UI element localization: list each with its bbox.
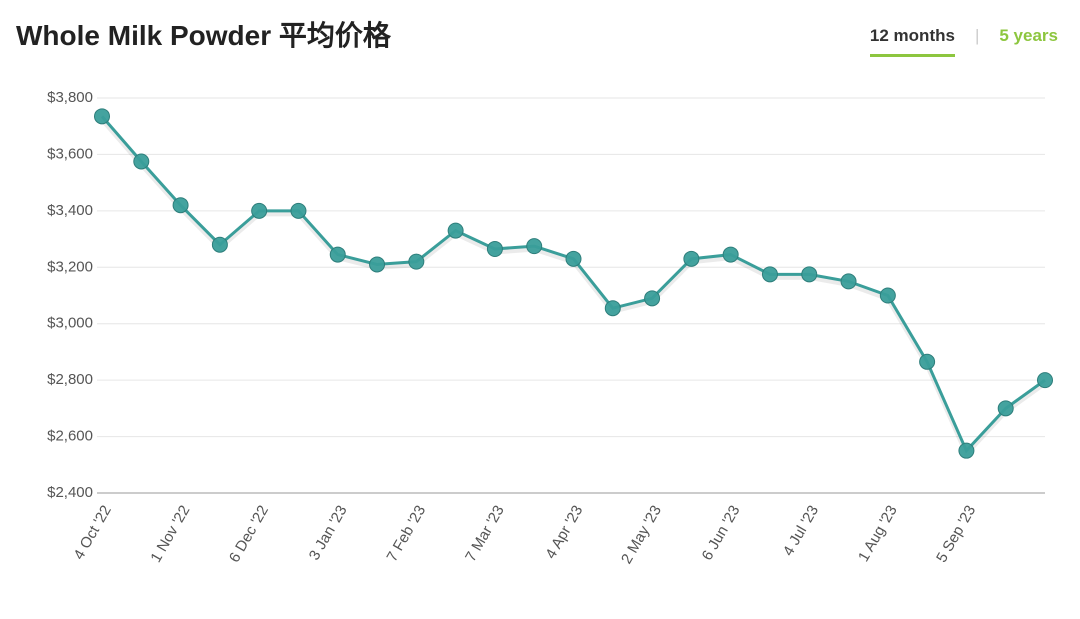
data-point [840, 273, 857, 290]
tab-separator: | [974, 26, 980, 45]
line-shadow [100, 117, 1047, 459]
series-line [100, 115, 1046, 454]
data-point [172, 197, 189, 214]
x-tick-label: 4 Jul '23 [780, 502, 822, 558]
data-point [133, 153, 150, 170]
data-point [761, 266, 778, 283]
data-point [408, 253, 425, 270]
x-tick-label: 2 May '23 [618, 502, 665, 566]
y-tick-label: $2,800 [47, 371, 93, 388]
data-point [958, 442, 975, 459]
x-tick-label: 1 Aug '23 [855, 502, 901, 564]
x-tick-label: 4 Oct '22 [70, 502, 115, 562]
data-point [526, 238, 543, 255]
data-point [369, 256, 386, 273]
data-point [644, 290, 661, 307]
y-tick-label: $3,400 [47, 202, 93, 219]
data-point [447, 222, 464, 239]
data-point [1037, 372, 1053, 389]
page-title: Whole Milk Powder 平均价格 [16, 20, 391, 51]
range-tabs: 12 months | 5 years [869, 26, 1058, 57]
data-point [801, 266, 818, 283]
y-tick-label: $2,400 [47, 484, 93, 501]
data-point [251, 202, 268, 219]
x-tick-label: 6 Jun '23 [699, 502, 744, 563]
y-tick-label: $3,000 [47, 315, 93, 332]
data-point [94, 108, 110, 125]
data-point [919, 353, 936, 370]
data-point [486, 240, 503, 257]
data-point [290, 202, 307, 219]
tab-5-years[interactable]: 5 years [999, 26, 1058, 45]
data-point [722, 246, 739, 263]
x-tick-label: 5 Sep '23 [933, 502, 979, 565]
data-point [329, 246, 346, 263]
tab-12-months[interactable]: 12 months [869, 26, 955, 57]
data-point [997, 400, 1014, 417]
data-point [683, 250, 700, 267]
x-tick-label: 4 Apr '23 [542, 502, 586, 561]
x-tick-label: 1 Nov '22 [147, 502, 193, 565]
x-tick-label: 6 Dec '22 [226, 502, 272, 565]
x-tick-label: 7 Mar '23 [462, 502, 508, 564]
y-tick-label: $2,600 [47, 428, 93, 445]
data-point [565, 250, 582, 267]
data-point [604, 300, 621, 317]
x-tick-label: 3 Jan '23 [306, 502, 351, 563]
y-tick-label: $3,200 [47, 258, 93, 275]
y-tick-label: $3,800 [47, 89, 93, 106]
data-point [879, 287, 896, 304]
y-tick-label: $3,600 [47, 145, 93, 162]
x-tick-label: 7 Feb '23 [383, 502, 429, 564]
data-point [211, 236, 228, 253]
